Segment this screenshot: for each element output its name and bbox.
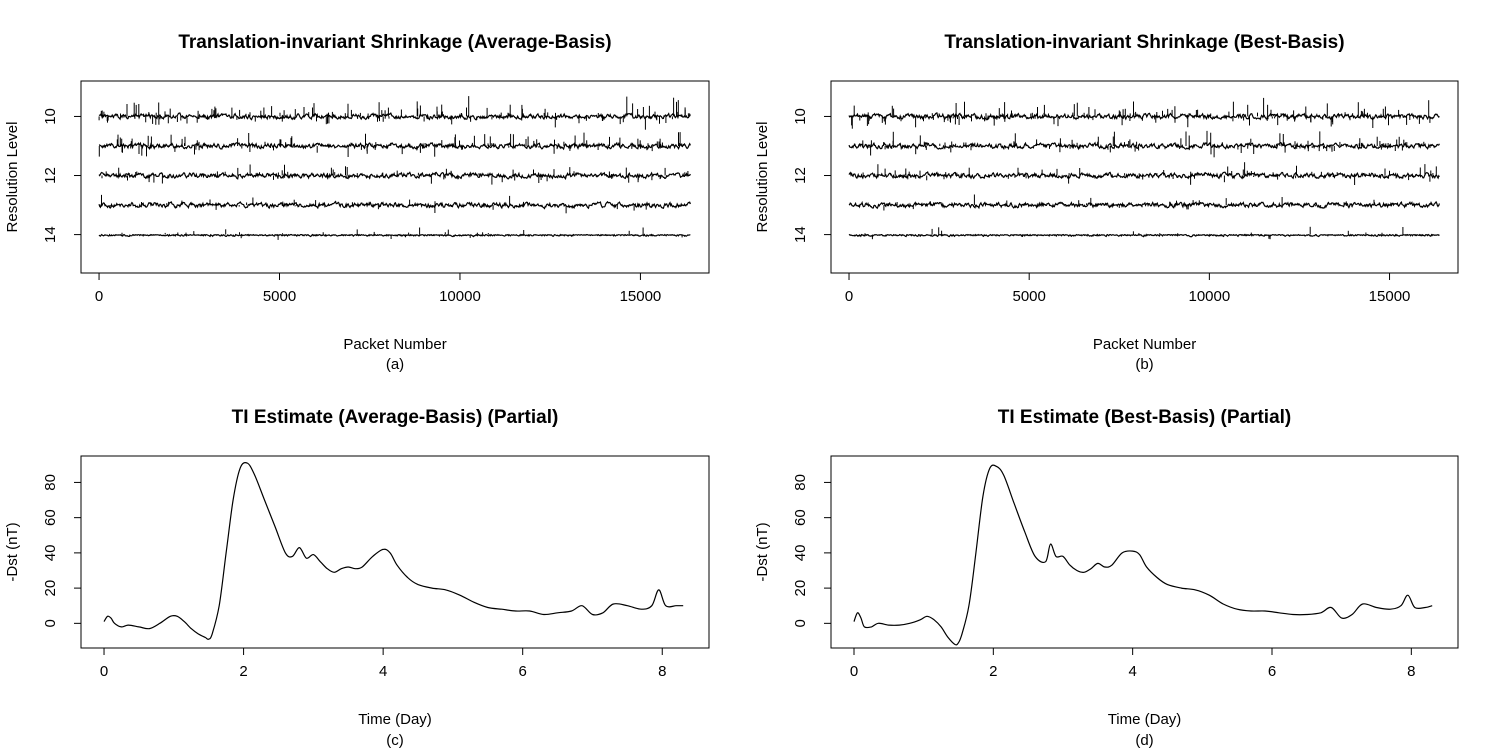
x-axis-label: Packet Number	[343, 336, 446, 353]
resolution-level-14-trace	[98, 233, 691, 238]
chart-title: Translation-invariant Shrinkage (Average…	[178, 32, 611, 53]
dst-estimate-line	[103, 462, 684, 640]
panel-label: (a)	[386, 356, 404, 373]
y-tick-label: 20	[42, 580, 59, 597]
y-tick-label: 12	[42, 167, 59, 184]
x-axis-label: Time (Day)	[1108, 711, 1182, 728]
chart-a: Translation-invariant Shrinkage (Average…	[4, 32, 710, 373]
y-tick-label: 10	[792, 108, 809, 125]
chart-b: Translation-invariant Shrinkage (Best-Ba…	[754, 32, 1459, 373]
x-tick-label: 2	[239, 663, 247, 680]
x-tick-label: 8	[1407, 663, 1415, 680]
x-tick-label: 10000	[439, 288, 481, 305]
x-tick-label: 0	[845, 288, 853, 305]
y-tick-label: 14	[42, 226, 59, 243]
x-tick-label: 0	[850, 663, 858, 680]
x-axis-label: Packet Number	[1093, 336, 1196, 353]
chart-c: TI Estimate (Average-Basis) (Partial) 0 2 4…	[4, 407, 710, 749]
y-tick-label: 0	[42, 619, 59, 627]
x-tick-label: 5000	[1013, 288, 1046, 305]
y-tick-label: 12	[792, 167, 809, 184]
y-axis-label: Resolution Level	[4, 122, 21, 233]
y-tick-label: 14	[792, 226, 809, 243]
x-tick-label: 4	[1128, 663, 1136, 680]
chart-title: TI Estimate (Average-Basis) (Partial)	[232, 407, 559, 428]
chart-d: TI Estimate (Best-Basis) (Partial)0 2 4 6 80…	[754, 407, 1459, 749]
y-tick-label: 80	[42, 474, 59, 491]
x-tick-label: 8	[658, 663, 666, 680]
y-axis-label: -Dst (nT)	[754, 522, 771, 581]
panel-label: (c)	[386, 732, 404, 749]
dst-estimate-line	[853, 464, 1433, 646]
chart-title: TI Estimate (Best-Basis) (Partial)	[998, 407, 1292, 428]
resolution-level-13-trace	[848, 200, 1440, 210]
x-tick-label: 15000	[620, 288, 662, 305]
plot-frame	[80, 455, 710, 649]
resolution-level-12-trace	[848, 170, 1440, 180]
x-tick-label: 2	[989, 663, 997, 680]
x-tick-label: 5000	[263, 288, 296, 305]
resolution-level-10-trace	[98, 112, 691, 121]
x-tick-label: 0	[95, 288, 103, 305]
x-tick-label: 6	[1268, 663, 1276, 680]
y-tick-label: 60	[42, 509, 59, 526]
resolution-level-12-trace	[98, 171, 691, 180]
panel-label: (b)	[1135, 356, 1153, 373]
y-tick-label: 60	[792, 509, 809, 526]
chart-title: Translation-invariant Shrinkage (Best-Ba…	[944, 32, 1344, 53]
resolution-level-13-trace	[98, 200, 691, 210]
y-tick-label: 20	[792, 580, 809, 597]
plot-frame	[830, 80, 1459, 274]
y-tick-label: 80	[792, 474, 809, 491]
x-tick-label: 4	[379, 663, 387, 680]
resolution-level-11-trace	[98, 141, 691, 151]
panel-label: (d)	[1135, 732, 1153, 749]
plot-frame	[830, 455, 1459, 649]
resolution-level-11-trace	[848, 141, 1440, 151]
x-tick-label: 6	[519, 663, 527, 680]
x-tick-label: 15000	[1369, 288, 1411, 305]
y-axis-label: -Dst (nT)	[4, 522, 21, 581]
y-axis-label: Resolution Level	[754, 122, 771, 233]
resolution-level-14-trace	[848, 233, 1440, 238]
plot-frame	[80, 80, 710, 274]
y-tick-label: 40	[792, 545, 809, 562]
y-tick-label: 0	[792, 619, 809, 627]
x-axis-label: Time (Day)	[358, 711, 432, 728]
x-tick-label: 10000	[1189, 288, 1231, 305]
y-tick-label: 10	[42, 108, 59, 125]
x-tick-label: 0	[100, 663, 108, 680]
resolution-level-10-trace	[848, 112, 1440, 121]
y-tick-label: 40	[42, 545, 59, 562]
